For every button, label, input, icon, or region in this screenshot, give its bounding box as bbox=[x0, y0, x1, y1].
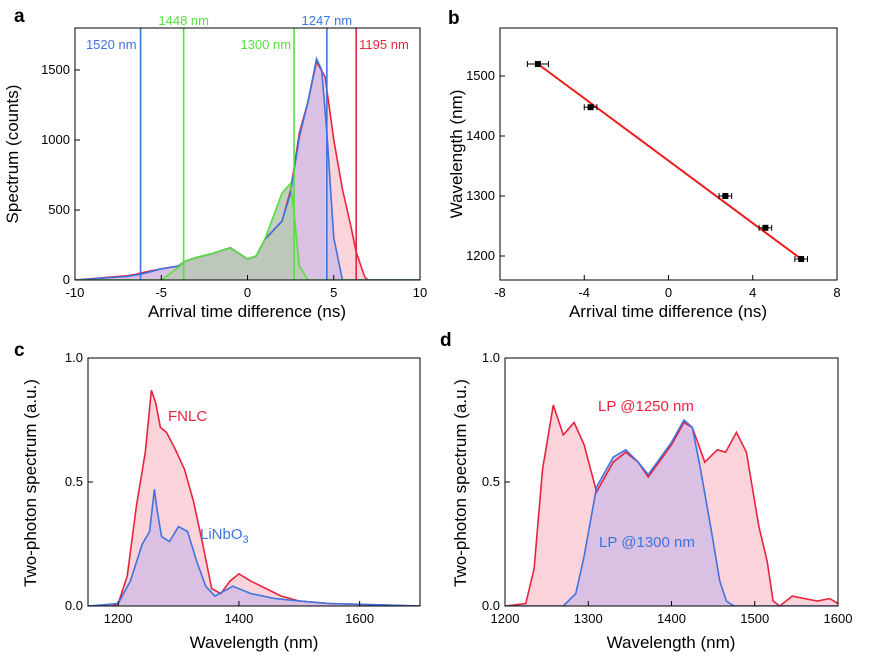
data-point bbox=[798, 256, 805, 262]
panel-0-ytick-label: 1000 bbox=[41, 132, 70, 147]
panel-2-ytick-label: 0.5 bbox=[65, 474, 83, 489]
panel-d-ylabel: Two-photon spectrum (a.u.) bbox=[451, 379, 470, 587]
panel-0-xtick-label: -10 bbox=[66, 285, 85, 300]
panel-label-c: c bbox=[14, 340, 25, 361]
panel-0-xtick-label: 10 bbox=[413, 285, 427, 300]
panel-2-xtick-label: 1400 bbox=[224, 611, 253, 626]
panel-2-ytick-label: 0.0 bbox=[65, 598, 83, 613]
panel-label-b: b bbox=[448, 8, 460, 29]
panel-2-xtick-label: 1200 bbox=[104, 611, 133, 626]
panel-1-ytick-label: 1400 bbox=[466, 128, 495, 143]
legend-linbo3-sub: 3 bbox=[243, 534, 249, 546]
legend-lp1250: LP @1250 nm bbox=[598, 398, 694, 415]
panel-c-area-1 bbox=[88, 489, 420, 606]
panel-c-line-1 bbox=[88, 489, 420, 606]
panel-0-ytick-label: 500 bbox=[48, 202, 70, 217]
panel-d-area-1 bbox=[505, 420, 838, 606]
panel-1-ytick-label: 1300 bbox=[466, 188, 495, 203]
panel-2-xtick-label: 1600 bbox=[345, 611, 374, 626]
panel-0-xtick-label: 5 bbox=[330, 285, 337, 300]
panel-1-ytick-label: 1500 bbox=[466, 68, 495, 83]
panel-3-ytick-label: 1.0 bbox=[482, 350, 500, 365]
panel-a-line-2 bbox=[75, 181, 420, 280]
marker-label-1520-nm: 1520 nm bbox=[86, 37, 137, 52]
panel-a-line-1 bbox=[75, 56, 420, 280]
panel-3-ytick-label: 0.0 bbox=[482, 598, 500, 613]
panel-0-xtick-label: -5 bbox=[155, 285, 167, 300]
marker-label-1247-nm: 1247 nm bbox=[302, 13, 353, 28]
panel-a-frame bbox=[74, 27, 421, 281]
marker-label-1195-nm: 1195 nm bbox=[359, 37, 409, 52]
panel-c-line-0 bbox=[88, 389, 420, 606]
panel-3-xtick-label: 1300 bbox=[574, 611, 603, 626]
panel-label-d: d bbox=[440, 330, 452, 351]
panel-d-line-1 bbox=[505, 418, 838, 606]
panel-b-chart: -8 -4 0 4 8 1200 1300 1400 1500 Arrival time dif… bbox=[447, 27, 841, 321]
panel-c-xlabel: Wavelength (nm) bbox=[190, 633, 319, 652]
data-point bbox=[722, 193, 729, 199]
panel-d-chart: 1200 1300 1400 1500 1600 0.0 0.5 1.0 LP @1250 n… bbox=[451, 350, 852, 652]
panel-a-area-0 bbox=[75, 61, 420, 280]
panel-b-xlabel: Arrival time difference (ns) bbox=[569, 302, 767, 321]
panel-3-xtick-label: 1400 bbox=[657, 611, 686, 626]
panel-c-chart: 1200 1400 1600 0.0 0.5 1.0 FNLC LiNbO3 Wavele… bbox=[21, 350, 421, 652]
legend-lp1300: LP @1300 nm bbox=[599, 534, 695, 551]
panel-d-line-0 bbox=[505, 404, 838, 606]
panel-0-ytick-label: 0 bbox=[63, 272, 70, 287]
panel-3-xtick-label: 1200 bbox=[491, 611, 520, 626]
data-point bbox=[587, 104, 594, 111]
panel-label-a: a bbox=[14, 6, 25, 27]
panel-1-ytick-label: 1200 bbox=[466, 248, 495, 263]
panel-a-line-0 bbox=[75, 59, 420, 280]
panel-1-xtick-label: 0 bbox=[665, 285, 672, 300]
panel-2-ytick-label: 1.0 bbox=[65, 350, 83, 365]
panel-1-xtick-label: -4 bbox=[578, 285, 590, 300]
panel-b-frame bbox=[499, 27, 838, 281]
legend-linbo3-main: LiNbO bbox=[200, 526, 243, 543]
panel-a-area-1 bbox=[75, 58, 420, 280]
panel-3-ytick-label: 0.5 bbox=[482, 474, 500, 489]
panel-0-ytick-label: 1500 bbox=[41, 62, 70, 77]
panel-a-area-2 bbox=[75, 183, 420, 280]
data-point bbox=[534, 61, 541, 67]
marker-label-1300-nm: 1300 nm bbox=[240, 37, 291, 52]
panel-1-xtick-label: 4 bbox=[749, 285, 756, 300]
panel-1-xtick-label: -8 bbox=[494, 285, 506, 300]
panel-0-xtick-label: 0 bbox=[244, 285, 251, 300]
panel-a-chart: -10 -5 0 5 10 0 500 1000 1500 1520 nm 1448 nm 1300… bbox=[3, 13, 427, 321]
panel-3-xtick-label: 1600 bbox=[824, 611, 853, 626]
panel-d-xlabel: Wavelength (nm) bbox=[607, 633, 736, 652]
panel-3-xtick-label: 1500 bbox=[740, 611, 769, 626]
panel-c-ylabel: Two-photon spectrum (a.u.) bbox=[21, 379, 40, 587]
fit-line bbox=[537, 63, 802, 260]
panel-a-xlabel: Arrival time difference (ns) bbox=[148, 302, 346, 321]
panel-1-xtick-label: 8 bbox=[833, 285, 840, 300]
legend-linbo3: LiNbO3 bbox=[200, 526, 249, 546]
data-point bbox=[762, 224, 769, 231]
marker-label-1448-nm: 1448 nm bbox=[158, 13, 209, 28]
legend-fnlc: FNLC bbox=[168, 408, 207, 425]
panel-a-ylabel: Spectrum (counts) bbox=[3, 85, 22, 224]
panel-b-ylabel: Wavelength (nm) bbox=[447, 90, 466, 219]
